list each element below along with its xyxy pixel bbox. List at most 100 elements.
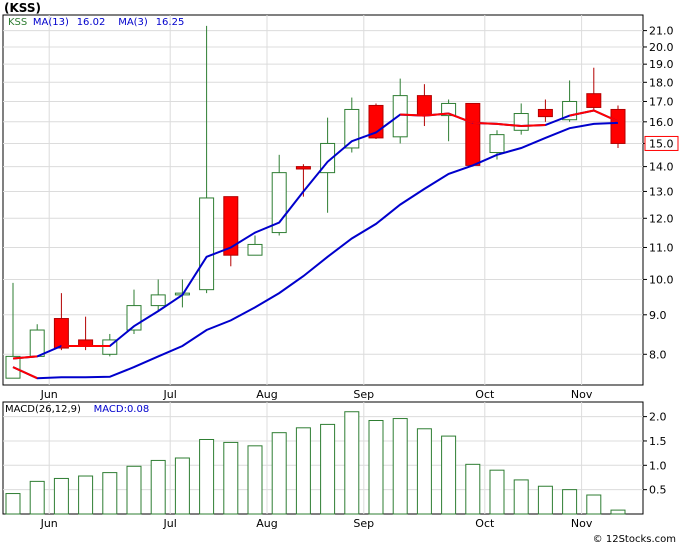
macd-bar	[5, 493, 21, 515]
candle-body-down	[53, 318, 69, 349]
month-label: Aug	[256, 388, 277, 401]
price-y-tick-label: 13.0	[649, 185, 674, 198]
macd-legend-item: MACD:0.08	[94, 404, 150, 415]
price-y-tick-label: 12.0	[649, 212, 674, 225]
month-label-bottom: Nov	[571, 517, 593, 530]
macd-bar	[368, 420, 384, 515]
macd-bar	[199, 438, 215, 515]
price-y-tick-label: 10.0	[649, 273, 674, 286]
macd-bar	[562, 489, 578, 515]
month-label: Sep	[353, 388, 374, 401]
macd-bar	[320, 423, 336, 515]
month-label: Oct	[475, 388, 495, 401]
candle-body-up	[441, 102, 457, 117]
ma13-red-segment	[12, 355, 38, 360]
month-label-bottom: Jun	[40, 517, 58, 530]
macd-bar	[344, 411, 360, 515]
x-axis-month-labels: Jun Jul Aug Sep Oct Nov	[40, 388, 593, 401]
price-y-tick-label: 9.0	[649, 309, 667, 322]
macd-y-tick-label: 1.0	[649, 459, 667, 472]
candle-body-up	[489, 134, 505, 154]
price-legend-item: MA(3)	[118, 17, 148, 28]
candle-body-up	[150, 294, 166, 307]
candle	[441, 99, 457, 142]
ma13-red-segment	[496, 122, 522, 128]
price-panel-frame	[2, 14, 644, 386]
macd-legend: MACD(26,12,9) MACD:0.08	[5, 404, 149, 415]
macd-bar	[78, 475, 94, 515]
price-legend-value: 16.25	[156, 17, 185, 28]
candle-body-up	[344, 108, 360, 149]
macd-bar	[29, 480, 45, 515]
macd-bar	[126, 465, 142, 515]
price-panel: 8.0 9.0 10.0 11.0 12.0 13.0 14.0 15.0 16.0 17.0 18…	[2, 14, 679, 386]
candle-body-down	[295, 166, 311, 170]
price-month-gridlines	[48, 15, 583, 385]
candle	[150, 279, 166, 312]
current-price-label: 15.0	[649, 137, 674, 150]
candle-body-up	[513, 113, 529, 131]
candle	[199, 25, 215, 294]
ma3-red-segment	[12, 366, 38, 380]
macd-bar	[102, 472, 118, 515]
month-label-bottom: Aug	[256, 517, 277, 530]
price-y-tick-label: 19.0	[649, 58, 674, 71]
price-gridlines	[3, 30, 643, 355]
candle	[392, 78, 408, 144]
candle-body-down	[465, 102, 481, 166]
macd-bar	[586, 494, 602, 515]
chart-title: (KSS)	[4, 1, 41, 15]
macd-y-axis: 0.5 1.0 1.5 2.0	[643, 411, 667, 497]
candle	[562, 80, 578, 122]
x-axis-month-labels-bottom: Jun Jul Aug Sep Oct Nov	[40, 517, 593, 530]
macd-bar	[416, 428, 432, 515]
macd-panel: 0.5 1.0 1.5 2.0 MACD(26,12,9) MACD:0.08	[2, 401, 667, 515]
candle-body-down	[586, 93, 602, 108]
candle-body-up	[199, 197, 215, 291]
candle	[489, 130, 505, 160]
candle	[586, 67, 602, 110]
macd-bar	[271, 432, 287, 515]
macd-bar	[610, 509, 626, 515]
macd-bar	[53, 477, 69, 515]
macd-bars	[5, 411, 626, 515]
candle	[53, 293, 69, 351]
candle	[29, 324, 45, 357]
price-y-tick-label: 11.0	[649, 241, 674, 254]
candle	[223, 196, 239, 267]
watermark: © 12Stocks.com	[593, 534, 676, 545]
candle	[247, 235, 263, 256]
candle	[416, 84, 432, 127]
month-label-bottom: Sep	[353, 517, 374, 530]
current-price-box-frame	[644, 135, 679, 151]
month-label-bottom: Oct	[475, 517, 495, 530]
candle-body-up	[247, 243, 263, 256]
ma13-red-segment	[593, 109, 619, 123]
candle-body-down	[223, 196, 239, 256]
macd-y-tick-label: 1.5	[649, 435, 667, 448]
price-y-tick-label: 17.0	[649, 95, 674, 108]
candle	[344, 97, 360, 153]
candle	[537, 99, 553, 122]
macd-legend-item: MACD(26,12,9)	[5, 404, 81, 415]
price-y-tick-label: 8.0	[649, 348, 667, 361]
candle-body-down	[416, 95, 432, 117]
price-legend-value: 16.02	[77, 17, 106, 28]
macd-y-tick-label: 2.0	[649, 411, 667, 424]
ma13-red-segment	[424, 112, 449, 117]
ma13-red-segment	[569, 109, 595, 117]
month-label-bottom: Jul	[163, 517, 177, 530]
price-y-tick-label: 21.0	[649, 25, 674, 38]
price-y-tick-label: 16.0	[649, 116, 674, 129]
candle-body-down	[537, 108, 553, 118]
price-legend-item: KSS	[8, 17, 27, 28]
macd-bar	[537, 485, 553, 515]
price-legend: KSS MA(13) 16.02 MA(3) 16.25	[8, 17, 184, 28]
month-label: Jul	[163, 388, 177, 401]
price-y-tick-label: 14.0	[649, 161, 674, 174]
macd-bar	[489, 469, 505, 515]
macd-bar	[441, 435, 457, 515]
macd-bar	[223, 441, 239, 515]
price-y-axis: 8.0 9.0 10.0 11.0 12.0 13.0 14.0 15.0 16.0 17.0 18…	[643, 25, 674, 361]
current-price-box: 15.0	[644, 135, 679, 151]
